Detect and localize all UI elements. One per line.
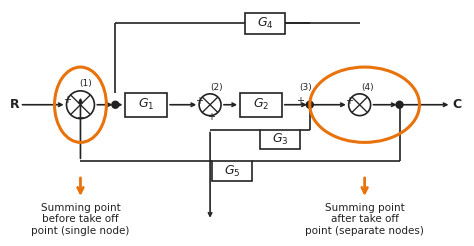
Circle shape bbox=[112, 101, 119, 108]
Bar bbox=[240, 93, 282, 117]
Text: $G_{5}$: $G_{5}$ bbox=[224, 164, 240, 179]
Bar bbox=[125, 93, 167, 117]
Text: $G_{2}$: $G_{2}$ bbox=[253, 97, 269, 112]
Text: $G_{1}$: $G_{1}$ bbox=[138, 97, 155, 112]
Bar bbox=[260, 129, 300, 149]
Text: (2): (2) bbox=[211, 83, 223, 92]
Text: +: + bbox=[345, 96, 353, 106]
Text: +: + bbox=[64, 95, 72, 105]
Text: +: + bbox=[296, 96, 304, 106]
Text: R: R bbox=[10, 98, 19, 111]
Text: Summing point
after take off
point (separate nodes): Summing point after take off point (sepa… bbox=[305, 203, 424, 236]
Bar bbox=[212, 161, 252, 181]
Text: (1): (1) bbox=[79, 79, 92, 88]
Circle shape bbox=[396, 101, 403, 108]
Text: $G_{3}$: $G_{3}$ bbox=[272, 132, 288, 147]
Circle shape bbox=[306, 101, 313, 108]
Text: Summing point
before take off
point (single node): Summing point before take off point (sin… bbox=[31, 203, 130, 236]
Text: (4): (4) bbox=[361, 83, 374, 92]
Bar bbox=[245, 13, 285, 34]
Text: +: + bbox=[207, 112, 215, 122]
Text: +: + bbox=[195, 96, 203, 106]
Text: C: C bbox=[453, 98, 462, 111]
Text: (3): (3) bbox=[300, 83, 312, 92]
Text: −: − bbox=[77, 113, 85, 123]
Text: $G_{4}$: $G_{4}$ bbox=[256, 16, 273, 31]
